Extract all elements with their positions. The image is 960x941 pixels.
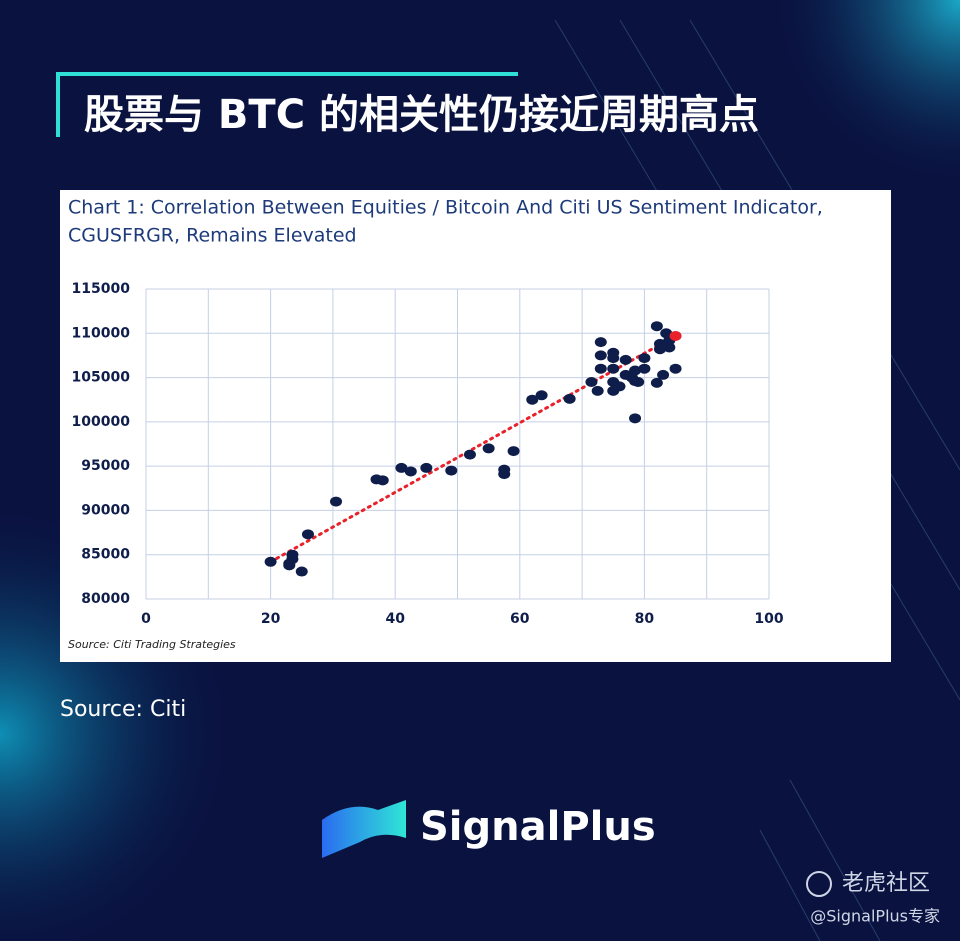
point: [669, 363, 682, 374]
source: Source: Citi: [60, 697, 186, 722]
x-tick-label: 20: [261, 611, 281, 627]
point: [638, 353, 651, 364]
point: [526, 394, 539, 405]
point: [653, 338, 666, 349]
point: [629, 413, 642, 424]
y-tick-label: 80000: [81, 591, 130, 607]
point: [295, 566, 308, 577]
y-tick-label: 95000: [81, 458, 130, 474]
y-tick-label: 115000: [72, 281, 131, 297]
handle: @SignalPlus专家: [810, 907, 940, 926]
point: [420, 462, 433, 473]
point: [607, 353, 620, 364]
point: [507, 446, 520, 457]
page-title: 股票与 BTC 的相关性仍接近周期高点: [84, 92, 759, 138]
point: [482, 443, 495, 454]
point: [395, 462, 408, 473]
point: [594, 350, 607, 361]
x-tick-label: 100: [754, 611, 783, 627]
y-tick-label: 105000: [72, 370, 131, 386]
logo: [322, 800, 406, 858]
point: [632, 377, 645, 387]
point: [638, 363, 651, 374]
point: [535, 390, 548, 401]
point: [283, 560, 296, 571]
point: [301, 529, 314, 540]
point: [613, 381, 626, 392]
chart-subtitle: CGUSFRGR, Remains Elevated: [68, 225, 357, 247]
point: [330, 496, 343, 507]
point: [563, 393, 576, 404]
point: [498, 464, 511, 475]
chart-note: Source: Citi Trading Strategies: [68, 638, 236, 651]
point: [629, 365, 642, 376]
plot: 80000 85000 90000 95000 100000 105000 110000 11…: [72, 281, 784, 627]
point: [585, 377, 598, 387]
point: [404, 466, 417, 477]
x-tick-label: 40: [385, 611, 405, 627]
trend-line: [269, 334, 678, 564]
point: [591, 385, 604, 396]
point: [376, 475, 389, 486]
point: [594, 337, 607, 348]
point: [663, 342, 676, 353]
y-tick-label: 110000: [72, 325, 131, 341]
point: [650, 377, 663, 388]
chart-title: Chart 1: Correlation Between Equities / …: [68, 197, 823, 219]
chart-panel: [60, 190, 891, 662]
title-accent: [56, 72, 518, 137]
point: [463, 449, 476, 460]
point: [286, 549, 299, 560]
point: [264, 556, 277, 567]
point: [607, 363, 620, 374]
y-tick-label: 100000: [72, 414, 131, 430]
point: [594, 363, 607, 374]
x-tick-label: 0: [141, 611, 151, 627]
point: [650, 321, 663, 332]
deco-lines: [554, 19, 960, 941]
point: [619, 354, 632, 365]
watermark: 老虎社区: [842, 871, 930, 896]
point: [445, 465, 458, 476]
brand: SignalPlus: [420, 804, 656, 850]
x-tick-label: 80: [635, 611, 655, 627]
x-tick-label: 60: [510, 611, 530, 627]
watermark-icon: [806, 871, 832, 897]
point: [657, 369, 670, 380]
y-tick-label: 90000: [81, 502, 130, 518]
point: [669, 330, 682, 341]
y-tick-label: 85000: [81, 547, 130, 563]
